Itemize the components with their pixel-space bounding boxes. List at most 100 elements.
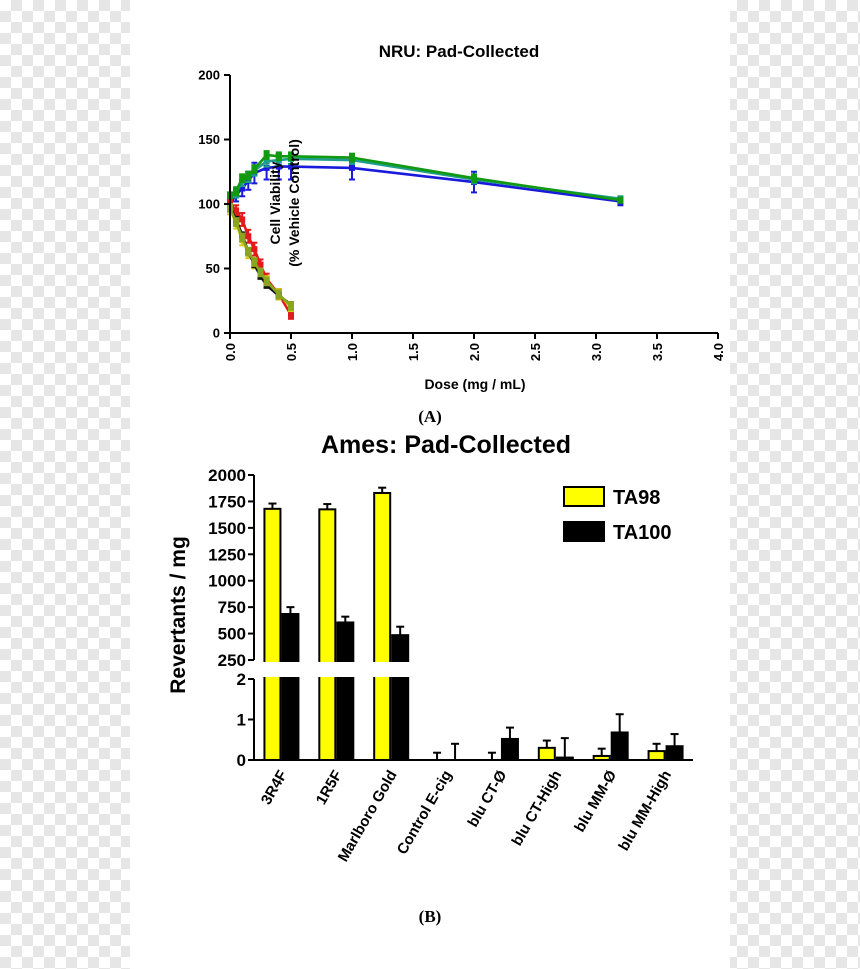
ames-x-tick-label: 1R5F bbox=[313, 768, 346, 808]
nru-point bbox=[251, 166, 258, 173]
nru-point bbox=[233, 207, 240, 214]
ames-x-tick-label: blu MM-Ø bbox=[571, 767, 620, 835]
ames-x-tick-label: 3R4F bbox=[258, 768, 291, 808]
nru-point bbox=[471, 175, 477, 182]
legend-label-ta98: TA98 bbox=[613, 487, 660, 509]
legend-swatch-ta98 bbox=[563, 486, 605, 507]
nru-point bbox=[245, 172, 252, 179]
nru-point bbox=[257, 261, 264, 268]
nru-point bbox=[288, 163, 294, 170]
legend-swatch-ta100 bbox=[563, 521, 605, 542]
nru-point bbox=[275, 153, 282, 160]
nru-point bbox=[275, 163, 282, 170]
nru-point bbox=[263, 164, 270, 171]
ames-y-tick-label: 1250 bbox=[208, 545, 246, 564]
ames-group-3 bbox=[433, 742, 460, 760]
nru-chart-title: NRU: Pad-Collected bbox=[379, 42, 540, 61]
nru-point bbox=[275, 291, 282, 298]
nru-x-tick-label: 1.0 bbox=[345, 343, 360, 361]
ames-y-tick-label: 1 bbox=[237, 711, 246, 730]
ames-y-tick-label: 2 bbox=[237, 670, 246, 689]
figure: NRU: Pad-Collected 0 50 100 150 200 0.0 0.5 1.0… bbox=[130, 0, 730, 969]
ames-bar-ta98 bbox=[318, 508, 337, 761]
nru-y-tick-label: 200 bbox=[198, 68, 220, 83]
panel-b-label: (B) bbox=[419, 907, 442, 926]
nru-point bbox=[233, 219, 240, 226]
nru-chart: NRU: Pad-Collected 0 50 100 150 200 0.0 0.5 1.0… bbox=[198, 42, 726, 426]
ames-y-tick-label: 1000 bbox=[208, 572, 246, 591]
nru-point bbox=[239, 234, 246, 241]
ames-bar-ta100 bbox=[665, 745, 684, 761]
nru-y-tick-label: 0 bbox=[213, 326, 220, 341]
nru-x-tick-label: 0.5 bbox=[284, 343, 299, 361]
nru-point bbox=[257, 269, 264, 276]
ames-group-0 bbox=[263, 502, 300, 762]
ames-group-7 bbox=[647, 733, 684, 762]
ames-group-1 bbox=[318, 503, 355, 761]
ames-axis-break-gap bbox=[246, 662, 697, 677]
nru-point bbox=[251, 246, 258, 253]
ames-y-axis-label: Revertants / mg bbox=[167, 536, 190, 694]
nru-point bbox=[233, 188, 240, 195]
ames-y-tick-label: 2000 bbox=[208, 466, 246, 485]
ames-group-4 bbox=[487, 726, 519, 762]
ames-bar-ta100 bbox=[610, 731, 629, 762]
nru-series-olive bbox=[227, 203, 294, 311]
nru-x-axis-label: Dose (mg / mL) bbox=[424, 376, 525, 392]
ames-y-tick-label: 250 bbox=[218, 651, 246, 670]
nru-point bbox=[239, 185, 246, 192]
nru-point bbox=[349, 164, 355, 171]
ames-x-tick-label: blu CT-High bbox=[508, 768, 565, 849]
nru-x-tick-label: 0.0 bbox=[223, 343, 238, 361]
nru-y-axis-label-line1: Cell Viability bbox=[267, 161, 283, 244]
ames-x-tick-label: Control E-cig bbox=[394, 768, 456, 858]
ames-chart-title: Ames: Pad-Collected bbox=[321, 431, 571, 459]
ames-y-tick-label: 1500 bbox=[208, 519, 246, 538]
nru-y-tick-label: 50 bbox=[206, 261, 220, 276]
ames-bar-ta100 bbox=[336, 621, 355, 761]
nru-point bbox=[245, 233, 252, 240]
nru-point bbox=[251, 259, 258, 266]
panel-a-label: (A) bbox=[418, 407, 442, 426]
ames-group-2 bbox=[373, 486, 410, 762]
nru-x-tick-label: 1.5 bbox=[406, 343, 421, 361]
ames-x-tick-label: blu CT-Ø bbox=[464, 767, 510, 830]
nru-y-tick-label: 100 bbox=[198, 197, 220, 212]
ames-bar-ta98 bbox=[647, 750, 666, 762]
nru-point bbox=[239, 175, 246, 182]
nru-x-tick-label: 2.0 bbox=[467, 343, 482, 361]
ames-bar-ta98 bbox=[537, 746, 556, 761]
nru-point bbox=[288, 302, 294, 309]
ames-bar-ta100 bbox=[281, 613, 300, 761]
ames-x-tick-label: blu MM-High bbox=[615, 768, 675, 854]
nru-series-green bbox=[227, 150, 624, 204]
legend-label-ta100: TA100 bbox=[613, 522, 672, 544]
nru-point bbox=[288, 311, 294, 318]
nru-point bbox=[239, 216, 246, 223]
ames-bar-ta100 bbox=[391, 634, 410, 762]
nru-point bbox=[617, 197, 624, 204]
nru-point bbox=[263, 158, 270, 165]
ames-bar-ta98 bbox=[373, 491, 392, 761]
ames-y-tick-label: 0 bbox=[237, 751, 246, 770]
ames-y-tick-label: 500 bbox=[218, 625, 246, 644]
nru-x-tick-label: 4.0 bbox=[711, 343, 726, 361]
ames-bar-ta98 bbox=[263, 507, 282, 762]
ames-bar-ta98 bbox=[592, 754, 611, 762]
nru-point bbox=[349, 154, 355, 161]
nru-y-axis-label-line2: (% Vehicle Control) bbox=[286, 139, 302, 267]
ames-bar-ta100 bbox=[555, 756, 574, 762]
nru-y-tick-label: 150 bbox=[198, 132, 220, 147]
nru-x-tick-label: 3.5 bbox=[650, 343, 665, 361]
nru-point bbox=[288, 153, 294, 160]
nru-point bbox=[245, 248, 252, 255]
ames-x-tick-label: Marlboro Gold bbox=[335, 768, 401, 865]
ames-bar-ta100 bbox=[500, 737, 519, 762]
nru-x-tick-label: 3.0 bbox=[589, 343, 604, 361]
nru-point bbox=[263, 151, 270, 158]
ames-group-5 bbox=[537, 737, 574, 762]
nru-x-tick-label: 2.5 bbox=[528, 343, 543, 361]
ames-group-6 bbox=[592, 713, 629, 762]
nru-point bbox=[263, 278, 270, 285]
ames-y-tick-label: 1750 bbox=[208, 492, 246, 511]
